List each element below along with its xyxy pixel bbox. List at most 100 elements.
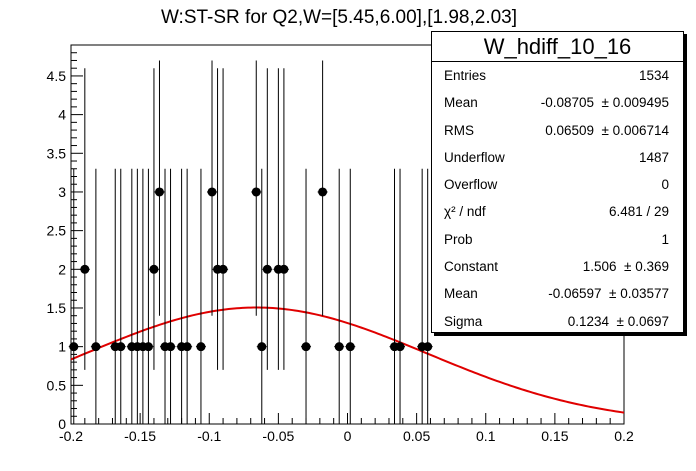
x-tick-label: 0.1	[476, 428, 496, 444]
point-marker	[143, 342, 153, 352]
data-point	[79, 68, 90, 370]
data-point	[273, 68, 284, 370]
x-tick-label: 0.05	[403, 428, 430, 444]
stats-box: W_hdiff_10_16 Entries 1534 Mean -0.08705 ±…	[431, 31, 684, 333]
point-marker	[334, 342, 344, 352]
data-point	[301, 168, 312, 424]
data-point	[422, 168, 433, 424]
chart-title: W:ST-SR for Q2,W=[5.45,6.00],[1.98,2.03]	[161, 7, 517, 28]
data-point	[182, 168, 193, 424]
x-tick-label: 0.2	[614, 428, 634, 444]
stats-label: Prob	[444, 231, 473, 247]
stats-value: 0.06509 ± 0.006714	[545, 122, 669, 138]
point-marker	[423, 342, 433, 352]
stats-value: 1534	[638, 68, 669, 83]
point-marker	[154, 187, 164, 197]
y-tick-label: 1	[58, 339, 66, 355]
data-point	[262, 68, 273, 370]
point-marker	[257, 342, 267, 352]
point-marker	[182, 342, 192, 352]
point-marker	[318, 187, 328, 197]
y-tick-label: 0.5	[47, 377, 67, 393]
data-point	[278, 68, 289, 370]
data-point	[115, 168, 126, 424]
stats-label: Constant	[444, 259, 499, 275]
data-point	[389, 168, 400, 424]
point-marker	[262, 264, 272, 274]
data-point	[143, 168, 154, 424]
point-marker	[196, 342, 206, 352]
y-tick-label: 4	[58, 107, 66, 123]
stats-value: 1	[661, 231, 669, 247]
stats-row: Mean -0.08705 ± 0.009495	[432, 89, 683, 116]
y-tick-label: 3.5	[47, 145, 67, 161]
stats-box-title: W_hdiff_10_16	[432, 32, 683, 62]
y-tick-label: 4.5	[47, 68, 67, 84]
stats-label: Mean	[444, 286, 478, 302]
axes: -0.2 -0.15 -0.1 -0.05 0 0.05 0.1 0.15 0.2 0 0.5 1 1.…	[47, 44, 634, 444]
stats-row: Prob 1	[432, 226, 683, 253]
x-tick-label: -0.05	[262, 428, 294, 444]
data-point	[68, 168, 79, 424]
stats-row: RMS 0.06509 ± 0.006714	[432, 117, 683, 144]
y-tick-label: 2.5	[47, 223, 67, 239]
stats-label: Entries	[444, 68, 487, 83]
data-point	[160, 168, 171, 424]
y-tick-label: 2	[58, 261, 66, 277]
data-point	[212, 68, 223, 370]
stats-row: Entries 1534	[432, 62, 683, 89]
x-tick-label: 0.15	[541, 428, 568, 444]
x-tick-label: 0	[344, 428, 352, 444]
point-marker	[395, 342, 405, 352]
data-point	[126, 168, 137, 424]
data-point	[165, 168, 176, 424]
point-marker	[301, 342, 311, 352]
data-point	[218, 68, 229, 370]
stats-value: 1487	[638, 149, 669, 165]
data-point	[395, 168, 406, 424]
stats-label: Sigma	[444, 313, 483, 329]
data-point	[132, 168, 143, 424]
stats-label: Mean	[444, 95, 478, 111]
fit-curve	[70, 306, 625, 414]
point-marker	[345, 342, 355, 352]
point-marker	[251, 187, 261, 197]
data-point	[110, 168, 121, 424]
point-marker	[207, 187, 217, 197]
data-point	[417, 168, 428, 424]
data-point	[90, 168, 101, 424]
point-marker	[116, 342, 126, 352]
stats-value: 0	[661, 177, 669, 193]
x-tick-label: -0.1	[197, 428, 221, 444]
point-marker	[218, 264, 228, 274]
data-point	[154, 60, 165, 316]
data-point	[176, 168, 187, 424]
stats-row: Underflow 1487	[432, 144, 683, 171]
data-point	[251, 60, 262, 316]
stats-value: -0.08705 ± 0.009495	[540, 95, 669, 111]
stats-row: Constant 1.506 ± 0.369	[432, 253, 683, 280]
data-point	[195, 168, 206, 424]
x-tick-label: -0.2	[59, 428, 83, 444]
data-point	[256, 168, 267, 424]
stats-value: 6.481 / 29	[608, 204, 669, 220]
stats-row: χ² / ndf 6.481 / 29	[432, 198, 683, 225]
stats-label: RMS	[444, 122, 474, 138]
data-point	[148, 68, 159, 370]
stats-label: χ² / ndf	[444, 204, 486, 220]
point-marker	[279, 264, 289, 274]
data-point	[334, 168, 345, 424]
points-layer	[68, 60, 433, 424]
data-point	[317, 60, 328, 316]
point-marker	[149, 264, 159, 274]
stats-label: Underflow	[444, 149, 505, 165]
stats-row: Overflow 0	[432, 171, 683, 198]
point-marker	[69, 342, 79, 352]
data-point	[137, 168, 148, 424]
stats-value: -0.06597 ± 0.03577	[548, 286, 669, 302]
x-tick-label: -0.15	[124, 428, 156, 444]
data-point	[345, 168, 356, 424]
stats-value: 1.506 ± 0.369	[582, 259, 669, 275]
stats-row: Mean -0.06597 ± 0.03577	[432, 280, 683, 307]
